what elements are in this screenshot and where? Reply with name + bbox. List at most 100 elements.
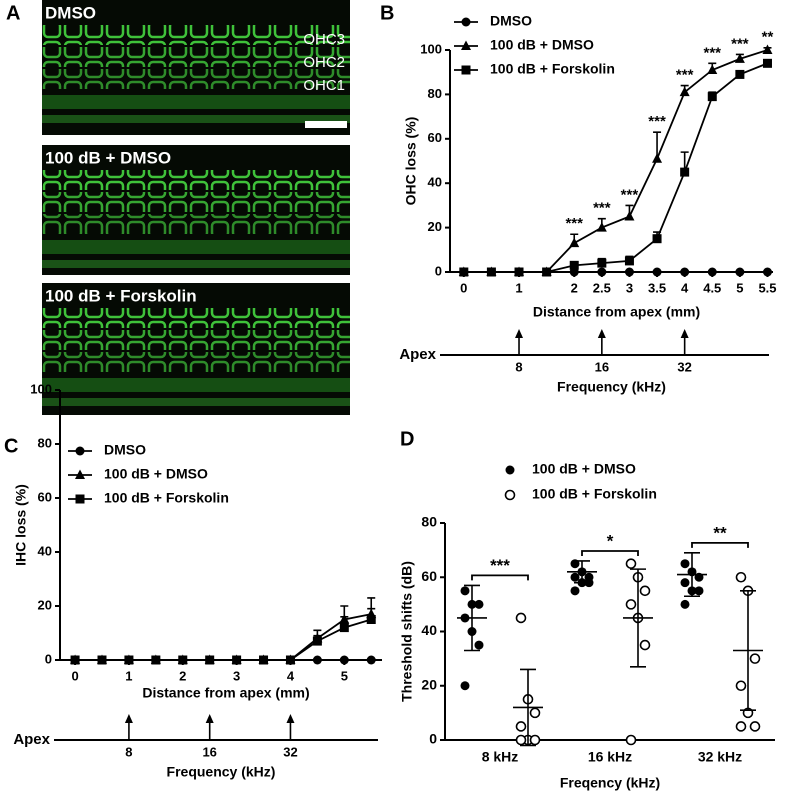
y-tick-label: 40	[421, 622, 437, 638]
marker	[474, 599, 484, 609]
image-label: DMSO	[45, 3, 96, 22]
x-tick-label: 16 kHz	[588, 749, 632, 765]
marker	[366, 655, 376, 665]
y-tick-label: 0	[435, 263, 442, 278]
marker	[124, 655, 134, 665]
sd-bar	[630, 568, 646, 668]
y-tick-label: 40	[428, 175, 442, 190]
significance: **	[762, 29, 774, 46]
legend-marker	[75, 446, 85, 456]
freq-label: 8	[125, 744, 132, 759]
x-tick-label: 32 kHz	[698, 749, 742, 765]
marker	[680, 167, 690, 177]
significance-bracket	[581, 550, 639, 556]
x-tick-label: 2	[571, 280, 578, 295]
marker	[70, 655, 80, 665]
marker	[639, 585, 651, 597]
marker	[570, 586, 580, 596]
freq-arrow-head	[515, 329, 524, 338]
marker	[515, 721, 527, 732]
marker	[625, 558, 637, 569]
y-tick-label: 20	[428, 219, 442, 234]
significance-bracket	[691, 541, 749, 548]
marker	[707, 64, 718, 74]
marker	[652, 153, 663, 163]
legend-label: DMSO	[104, 442, 146, 458]
significance: ***	[621, 186, 639, 203]
legend-marker	[75, 469, 85, 479]
cell-row	[42, 69, 350, 89]
apex-label: Apex	[399, 346, 436, 363]
y-tick-label: 80	[428, 86, 442, 101]
cell-row	[42, 192, 350, 212]
panel-label: A	[6, 2, 20, 24]
marker	[285, 655, 295, 665]
marker	[529, 734, 541, 746]
cell-band	[42, 378, 350, 392]
x-axis-label: Freqency (kHz)	[560, 775, 660, 791]
marker	[652, 234, 662, 244]
marker	[569, 260, 579, 270]
x-tick-label: 2.5	[593, 280, 611, 295]
freq-arrow-head	[124, 714, 133, 723]
row-label: OHC1	[303, 77, 345, 94]
cell-band	[42, 260, 350, 268]
x-tick-label: 5	[341, 668, 348, 683]
x-tick-label: 4	[681, 280, 689, 295]
marker	[624, 267, 634, 277]
cell-band	[42, 95, 350, 109]
x-tick-label: 5	[736, 280, 743, 295]
marker	[735, 721, 747, 732]
legend-label: 100 dB + Forskolin	[532, 486, 657, 502]
marker	[735, 69, 745, 79]
y-tick-label: 60	[428, 130, 442, 145]
marker	[680, 599, 690, 609]
marker	[460, 681, 470, 691]
marker	[459, 267, 469, 277]
panel-label: C	[4, 435, 18, 457]
legend-label: 100 dB + DMSO	[104, 466, 208, 482]
marker	[749, 721, 761, 732]
cell-band	[42, 398, 350, 406]
y-tick-label: 20	[38, 597, 52, 612]
cell-band	[42, 240, 350, 254]
marker	[734, 53, 745, 63]
significance: ***	[704, 44, 722, 61]
significance: ***	[490, 556, 510, 575]
marker	[259, 655, 269, 665]
marker	[735, 680, 747, 692]
marker	[679, 86, 690, 97]
marker	[762, 44, 773, 54]
marker	[151, 655, 161, 665]
marker	[625, 734, 637, 746]
cell-row	[42, 47, 350, 67]
marker	[474, 640, 484, 650]
legend-marker	[461, 40, 471, 50]
legend-label: 100 dB + Forskolin	[490, 61, 615, 77]
significance-bracket	[471, 574, 529, 581]
marker	[652, 267, 662, 277]
marker	[312, 636, 322, 646]
legend-marker	[75, 494, 85, 504]
legend-label: 100 dB + DMSO	[490, 37, 594, 53]
y-tick-label: 40	[38, 543, 52, 558]
series-line	[75, 618, 372, 661]
y-axis-label: OHC loss (%)	[403, 117, 419, 206]
cell-row	[42, 330, 350, 350]
cell-row	[42, 170, 350, 190]
x-tick-label: 4.5	[703, 280, 721, 295]
freq-arrow-head	[680, 329, 689, 338]
y-tick-label: 0	[45, 651, 52, 666]
marker	[542, 267, 552, 277]
sd-bar	[684, 552, 700, 598]
x-tick-label: 4	[287, 668, 295, 683]
y-tick-label: 100	[420, 41, 442, 56]
marker	[694, 586, 704, 596]
marker	[749, 653, 761, 664]
freq-axis-label: Frequency (kHz)	[557, 379, 666, 395]
marker	[339, 623, 349, 633]
y-axis-label: Threshold shifts (dB)	[399, 561, 415, 702]
marker	[205, 655, 215, 665]
marker	[312, 655, 322, 665]
cell-row	[42, 352, 350, 372]
